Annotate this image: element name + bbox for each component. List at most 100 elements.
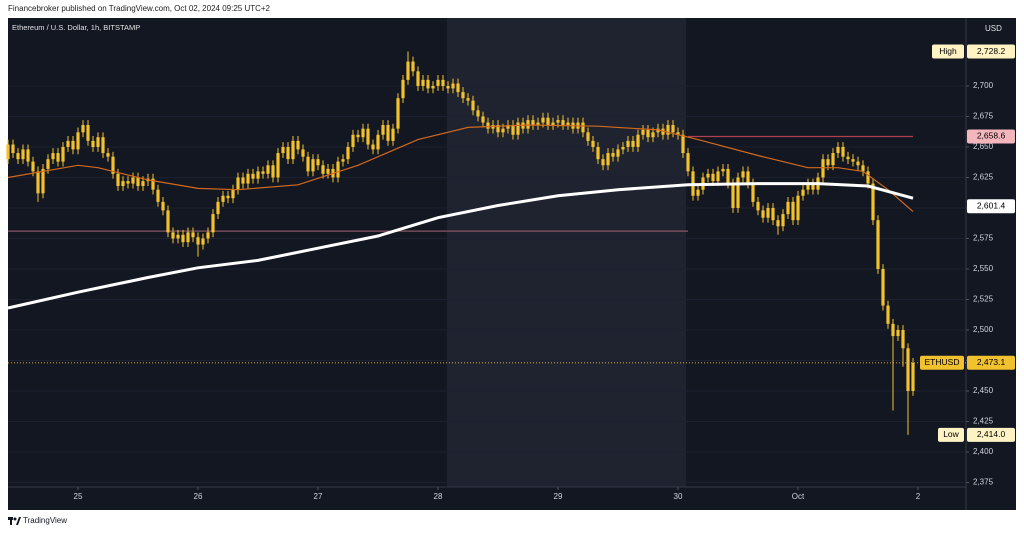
candle-body [476, 110, 480, 117]
candle-body [626, 140, 630, 147]
candle-body [191, 232, 195, 238]
price-label: 2,414.0 [977, 429, 1006, 439]
candle-body [96, 137, 100, 147]
candle-body [121, 181, 125, 187]
price-tag-box [920, 355, 964, 370]
candle-body [201, 238, 205, 245]
y-tick-label: 2,450 [973, 386, 994, 395]
candle-body [846, 156, 850, 160]
candle-body [316, 159, 320, 166]
candle-body [181, 234, 185, 243]
candle-body [906, 348, 910, 391]
candle-body [781, 214, 785, 227]
candle-body [561, 120, 565, 126]
candle-body [131, 177, 135, 184]
candle-body [751, 183, 755, 202]
candle-body [396, 98, 400, 129]
candle-body [591, 140, 595, 147]
candle-body [681, 134, 685, 154]
candle-body [566, 122, 570, 126]
y-tick-label: 2,675 [973, 112, 994, 121]
candle-body [826, 159, 830, 166]
header: Financebroker published on TradingView.c… [8, 4, 271, 13]
candle-body [341, 159, 345, 162]
candle-body [301, 149, 305, 157]
price-label: 2,728.2 [977, 46, 1006, 56]
candle-body [156, 189, 160, 202]
candle-body [266, 165, 270, 174]
x-tick-label: 29 [554, 492, 563, 501]
candle-body [326, 168, 330, 174]
candle-body [436, 79, 440, 86]
x-tick-label: 28 [434, 492, 443, 501]
candle-body [21, 149, 25, 160]
candle-body [676, 132, 680, 135]
candle-body [721, 168, 725, 172]
price-tag: ETHUSD [925, 357, 960, 367]
candle-body [241, 177, 245, 184]
y-tick-label: 2,500 [973, 325, 994, 334]
candle-body [216, 201, 220, 215]
candle-body [486, 122, 490, 129]
candle-body [651, 132, 655, 138]
candle-body [431, 85, 435, 89]
candle-body [821, 159, 825, 178]
candle-body [286, 146, 290, 160]
candle-body [581, 122, 585, 133]
candle-body [911, 362, 915, 391]
y-axis-label: USD [985, 24, 1002, 33]
candle-body [276, 153, 280, 178]
candle-body [221, 195, 225, 202]
candle-body [106, 153, 110, 157]
candle-body [641, 129, 645, 135]
candle-body [531, 120, 535, 126]
candle-body [551, 122, 555, 126]
candle-body [891, 323, 895, 337]
candle-body [506, 125, 510, 129]
candle-body [896, 329, 900, 337]
candle-body [766, 207, 770, 218]
candle-body [261, 171, 265, 174]
candle-body [556, 120, 560, 123]
y-tick-label: 2,650 [973, 142, 994, 151]
candle-body [411, 61, 415, 72]
candle-body [741, 171, 745, 178]
candle-body [231, 189, 235, 199]
candle-body [696, 189, 700, 196]
highlight-range [447, 18, 686, 487]
candle-body [886, 305, 890, 324]
candle-body [771, 207, 775, 221]
x-tick-label: 2 [916, 492, 921, 501]
candle-body [646, 129, 650, 138]
candle-body [841, 146, 845, 157]
price-label: 2,658.6 [977, 131, 1006, 141]
candle-body [271, 165, 275, 178]
candle-body [176, 234, 180, 239]
price-tag-box [932, 44, 964, 59]
candle-body [351, 134, 355, 147]
candle-body [281, 146, 285, 154]
candle-body [866, 171, 870, 184]
price-label: 2,601.4 [977, 201, 1006, 211]
x-tick-label: 27 [314, 492, 323, 501]
candle-body [236, 177, 240, 190]
candle-body [26, 149, 30, 162]
candle-body [461, 92, 465, 99]
candle-body [811, 183, 815, 190]
price-label: 2,473.1 [977, 357, 1006, 367]
candle-body [596, 146, 600, 160]
candle-body [631, 140, 635, 147]
candle-body [856, 161, 860, 166]
candle-body [6, 144, 10, 160]
candle-body [511, 125, 515, 135]
candle-body [831, 153, 835, 166]
price-label-box [967, 355, 1015, 370]
moving-average [7, 124, 914, 213]
candle-body [171, 232, 175, 239]
price-tag: Low [943, 429, 959, 439]
footer: TradingView [23, 516, 67, 525]
candle-body [311, 159, 315, 172]
x-tick-label: Oct [792, 492, 805, 501]
